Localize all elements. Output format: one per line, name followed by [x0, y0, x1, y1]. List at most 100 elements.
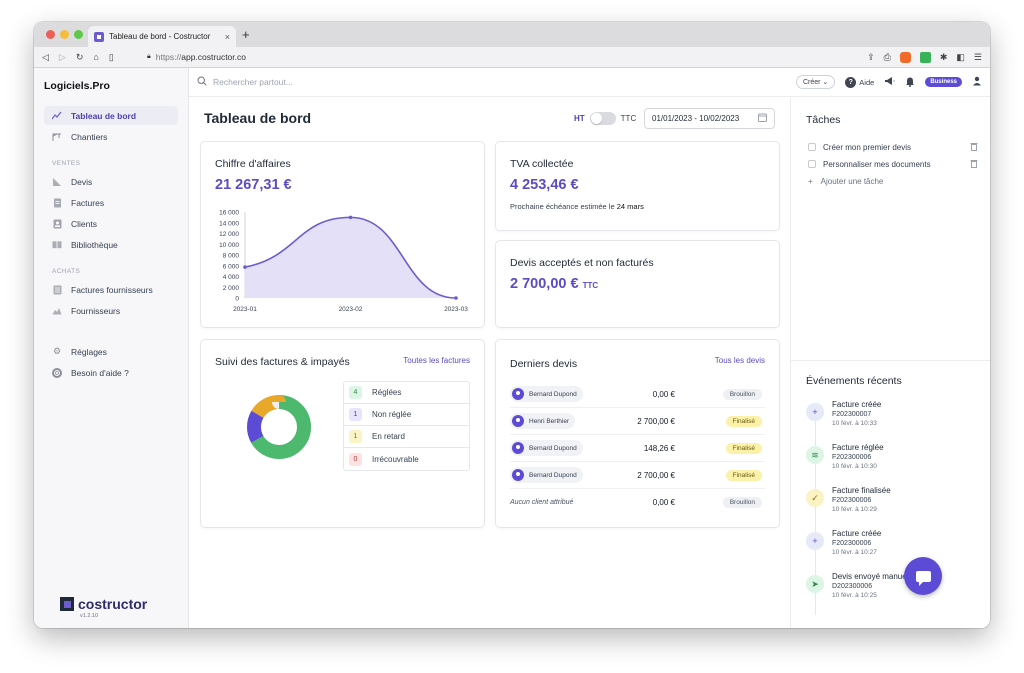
new-tab-button[interactable]: +: [242, 27, 250, 42]
ht-ttc-switch[interactable]: [589, 112, 616, 125]
sidebar-item-reglages[interactable]: ⚙ Réglages: [44, 342, 178, 361]
search-input[interactable]: Rechercher partout...: [213, 77, 293, 87]
revenue-data-point[interactable]: [454, 296, 458, 300]
sidebar-item-label: Fournisseurs: [71, 305, 121, 316]
quote-amount: 0,00 €: [652, 498, 675, 507]
maximize-window-button[interactable]: [74, 30, 83, 39]
address-bar[interactable]: 🔒︎ https://app.costructor.co: [147, 52, 867, 62]
ht-ttc-toggle[interactable]: HT TTC: [574, 112, 636, 125]
costructor-logo: costructor v1.2.10: [60, 596, 147, 619]
client-chip[interactable]: Bernard Dupond: [510, 440, 583, 456]
legend-label: En retard: [372, 432, 405, 441]
recent-quotes-card: Derniers devis Tous les devis Bernard Du…: [495, 339, 780, 528]
legend-count: 4: [349, 386, 362, 399]
sidebar-item-dashboard[interactable]: Tableau de bord: [44, 106, 178, 125]
sidebar-item-factures[interactable]: Factures: [44, 193, 178, 212]
sidebar-item-aide[interactable]: Besoin d'aide ?: [44, 363, 178, 382]
plus-icon: +: [808, 177, 813, 186]
bell-icon[interactable]: [905, 76, 915, 89]
costructor-logo-mark-icon: [60, 597, 74, 611]
search-icon: [197, 76, 207, 88]
quote-row[interactable]: Bernard Dupond 0,00 € Brouillon: [510, 381, 765, 408]
books-icon: [52, 240, 62, 250]
sidebar-item-clients[interactable]: Clients: [44, 214, 178, 233]
all-quotes-link[interactable]: Tous les devis: [714, 356, 765, 365]
add-task-button[interactable]: + Ajouter une tâche: [808, 177, 883, 186]
help-button[interactable]: ? Aide: [845, 76, 874, 88]
event-title: Devis envoyé manuellement: [832, 572, 933, 581]
quote-amount: 0,00 €: [652, 389, 675, 399]
create-button-label: Créer: [802, 79, 821, 86]
client-name: Henri Berthier: [529, 417, 570, 425]
right-panel: Tâches Créer mon premier devis Personnal…: [790, 98, 990, 628]
global-search[interactable]: Rechercher partout...: [197, 76, 796, 88]
events-title: Événements récents: [806, 375, 902, 387]
task-label: Personnaliser mes documents: [823, 159, 931, 169]
y-tick-label: 0: [235, 296, 239, 303]
browser-tab[interactable]: Tableau de bord - Costructor ×: [88, 26, 236, 47]
invoices-tracking-card: Suivi des factures & impayés Toutes les …: [200, 339, 485, 528]
megaphone-icon[interactable]: [884, 76, 895, 89]
client-chip[interactable]: Bernard Dupond: [510, 467, 583, 483]
trash-icon[interactable]: [970, 142, 978, 153]
back-icon[interactable]: ◁: [42, 51, 49, 62]
client-chip[interactable]: Henri Berthier: [510, 413, 576, 429]
revenue-area-chart: 16 000 14 000 12 000 10 000 8 000 6 000 4 000 2…: [219, 210, 468, 314]
task-item[interactable]: Créer mon premier devis: [808, 139, 980, 155]
donut-segment[interactable]: [247, 395, 311, 459]
event-date: 10 févr. à 10:29: [832, 506, 877, 513]
minimize-window-button[interactable]: [60, 30, 69, 39]
accepted-quotes-amount: 2 700,00 €: [510, 276, 579, 292]
user-avatar-icon[interactable]: [972, 76, 982, 88]
accepted-quotes-card: Devis acceptés et non facturés 2 700,00 …: [495, 240, 780, 328]
tab-close-icon[interactable]: ×: [224, 31, 230, 42]
sidebar-item-fournisseurs[interactable]: Fournisseurs: [44, 301, 178, 320]
quote-row[interactable]: Bernard Dupond 148,26 € Finalisé: [510, 435, 765, 462]
close-window-button[interactable]: [46, 30, 55, 39]
share-icon[interactable]: ⇪: [867, 51, 875, 62]
brand-name[interactable]: Logiciels.Pro: [44, 80, 110, 92]
bookmark-icon[interactable]: ▯: [108, 51, 114, 62]
crane-icon: [52, 132, 62, 142]
sidebar-item-chantiers[interactable]: Chantiers: [44, 127, 178, 146]
extension-green-icon[interactable]: [919, 51, 931, 63]
recent-quotes-title: Derniers devis: [510, 358, 578, 370]
sidebar-toggle-icon[interactable]: ◧: [956, 51, 965, 62]
quote-row[interactable]: Aucun client attribué 0,00 € Brouillon: [510, 489, 765, 516]
home-icon[interactable]: ⌂: [93, 51, 99, 62]
puzzle-extensions-icon[interactable]: ✱: [939, 51, 948, 62]
reader-icon[interactable]: ⎙: [883, 51, 891, 62]
sidebar-item-bibliotheque[interactable]: Bibliothèque: [44, 235, 178, 254]
sidebar-item-label: Besoin d'aide ?: [71, 367, 129, 378]
reload-icon[interactable]: ↻: [75, 51, 84, 62]
donut-segment[interactable]: [247, 395, 311, 459]
chat-support-button[interactable]: [904, 557, 942, 595]
chart-line-icon: [52, 111, 62, 121]
sidebar-item-label: Clients: [71, 218, 97, 229]
plan-badge[interactable]: Business: [925, 77, 962, 87]
browser-menu-icon[interactable]: ☰: [973, 51, 982, 62]
plus-icon: +: [806, 532, 824, 550]
sidebar-item-devis[interactable]: Devis: [44, 172, 178, 191]
client-chip[interactable]: Bernard Dupond: [510, 386, 583, 402]
revenue-data-point[interactable]: [348, 215, 353, 220]
event-reference: F202300006: [832, 540, 872, 547]
invoices-donut-chart: [247, 395, 311, 459]
trash-icon[interactable]: [970, 159, 978, 170]
revenue-data-point[interactable]: [243, 265, 247, 269]
date-range-picker[interactable]: 01/01/2023 - 10/02/2023: [644, 108, 775, 129]
sidebar-item-factures-fournisseurs[interactable]: Factures fournisseurs: [44, 280, 178, 299]
brave-shield-icon[interactable]: [899, 51, 911, 63]
forward-icon[interactable]: ▷: [58, 51, 66, 62]
all-invoices-link[interactable]: Toutes les factures: [403, 356, 470, 365]
task-checkbox[interactable]: [808, 143, 816, 151]
quote-row[interactable]: Bernard Dupond 2 700,00 € Finalisé: [510, 462, 765, 489]
task-item[interactable]: Personnaliser mes documents: [808, 156, 980, 172]
create-button[interactable]: Créer ⌄: [795, 75, 836, 89]
quote-row[interactable]: Henri Berthier 2 700,00 € Finalisé: [510, 408, 765, 435]
task-checkbox[interactable]: [808, 160, 816, 168]
event-date: 10 févr. à 10:33: [832, 420, 877, 427]
money-icon: ≋: [806, 446, 824, 464]
y-tick-label: 16 000: [219, 210, 239, 217]
browser-tab-title: Tableau de bord - Costructor: [109, 32, 211, 41]
